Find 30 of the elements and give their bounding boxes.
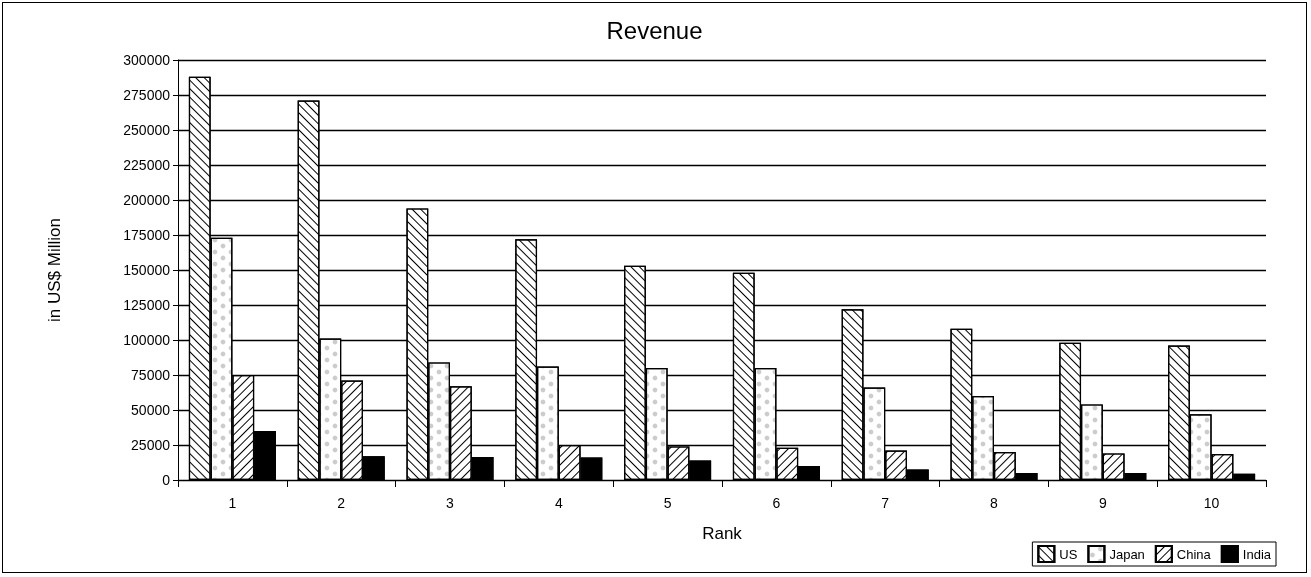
x-tick-label: 10: [1203, 495, 1220, 511]
y-axis-title: in US$ Million: [45, 218, 64, 322]
x-tick-label: 6: [772, 495, 781, 511]
legend-label: India: [1242, 546, 1272, 562]
y-tick-label: 300000: [123, 52, 171, 68]
x-tick-label: 7: [881, 495, 890, 511]
y-tick-label: 200000: [123, 192, 171, 208]
y-tick-label: 125000: [123, 297, 171, 313]
y-tick-label: 275000: [123, 87, 171, 103]
y-tick-label: 50000: [131, 402, 171, 418]
y-tick-label: 250000: [123, 122, 171, 138]
chart-title: Revenue: [606, 16, 703, 44]
x-tick-label: 5: [663, 495, 672, 511]
x-tick-label: 3: [446, 495, 455, 511]
y-tick-label: 0: [162, 472, 171, 488]
legend-label: Japan: [1109, 546, 1145, 562]
x-tick-label: 9: [1098, 495, 1107, 511]
y-tick-label: 175000: [123, 227, 171, 243]
x-axis-title: Rank: [702, 524, 743, 543]
x-tick-label: 2: [337, 495, 346, 511]
y-tick-label: 150000: [123, 262, 171, 278]
legend-label: US: [1059, 546, 1078, 562]
y-tick-label: 75000: [131, 367, 171, 383]
y-tick-label: 100000: [123, 332, 171, 348]
x-tick-label: 4: [554, 495, 563, 511]
y-tick-label: 225000: [123, 157, 171, 173]
legend-label: China: [1176, 546, 1212, 562]
x-tick-label: 1: [228, 495, 237, 511]
x-tick-label: 8: [990, 495, 999, 511]
y-tick-label: 25000: [131, 437, 171, 453]
